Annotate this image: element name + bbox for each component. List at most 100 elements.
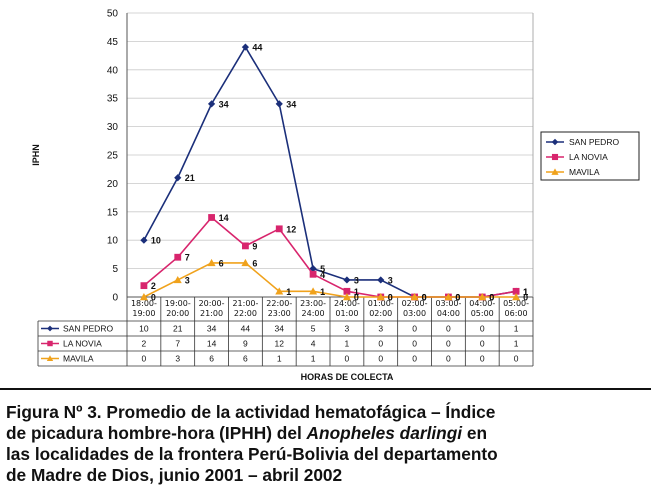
x-axis-title: HORAS DE COLECTA: [301, 372, 394, 382]
table-cell-value: 1: [514, 339, 519, 349]
data-label: 10: [151, 236, 161, 246]
data-label: 3: [354, 275, 359, 285]
table-cell-value: 4: [311, 339, 316, 349]
data-point: [173, 275, 182, 284]
table-cell-value: 6: [209, 354, 214, 364]
table-cell-value: 0: [378, 354, 383, 364]
x-category-label-bottom: 01:00: [335, 309, 358, 318]
data-point: [343, 276, 351, 284]
data-point: [140, 236, 148, 244]
caption-line-2-start: de picadura hombre-hora (IPHH) del: [6, 423, 307, 443]
data-point: [410, 293, 419, 301]
y-tick-label: 20: [107, 179, 119, 190]
x-category-label-bottom: 03:00: [403, 309, 426, 318]
table-cell-value: 0: [142, 354, 147, 364]
data-label: 0: [523, 293, 528, 303]
data-label: 7: [185, 253, 190, 263]
data-label: 6: [219, 258, 224, 268]
legend-label: SAN PEDRO: [569, 137, 619, 147]
data-label: 0: [422, 293, 427, 303]
data-point: [242, 242, 249, 250]
table-cell-value: 34: [207, 324, 217, 334]
chart: 05101520253035404550IPHN18:00-19:0019:00…: [31, 9, 640, 382]
series-line: [143, 216, 517, 298]
data-label: 0: [455, 293, 460, 303]
table-cell-value: 10: [139, 324, 149, 334]
table-cell-value: 12: [275, 339, 285, 349]
x-category-label-bottom: 19:00: [132, 309, 155, 318]
data-point: [342, 293, 351, 301]
x-category-label-bottom: 02:00: [369, 309, 392, 318]
table-cell-value: 1: [345, 339, 350, 349]
table-cell-value: 0: [446, 324, 451, 334]
x-category-label-top: 02:00-: [402, 299, 428, 308]
data-point: [275, 225, 283, 233]
table-cell-value: 0: [446, 354, 451, 364]
table-series-name: LA NOVIA: [63, 339, 102, 349]
x-category-label-top: 21:00-: [232, 299, 258, 308]
data-label: 3: [388, 275, 393, 285]
table-cell-value: 0: [412, 339, 417, 349]
x-category-label-top: 01:00-: [368, 299, 394, 308]
data-point: [512, 293, 521, 301]
data-point: [377, 276, 385, 284]
table-cell-value: 0: [514, 354, 519, 364]
x-category-label-top: 05:00-: [503, 299, 529, 308]
data-label: 1: [523, 287, 528, 297]
x-category-label-top: 04:00-: [469, 299, 495, 308]
y-tick-label: 45: [107, 37, 119, 48]
data-point: [512, 287, 520, 295]
table-cell-value: 3: [378, 324, 383, 334]
legend-marker: [551, 153, 559, 161]
table-cell-value: 1: [277, 354, 282, 364]
data-label: 2: [151, 281, 156, 291]
data-point: [207, 100, 216, 108]
y-tick-label: 15: [107, 207, 119, 218]
table-cell-value: 0: [480, 324, 485, 334]
caption-line-3: las localidades de la frontera Perú-Boli…: [6, 444, 498, 464]
table-cell-value: 0: [412, 354, 417, 364]
data-label: 1: [523, 287, 528, 297]
data-label: 1: [354, 287, 359, 297]
x-category-label-top: 22:00-: [266, 299, 292, 308]
table-cell-value: 5: [311, 324, 316, 334]
table-cell-value: 0: [345, 354, 350, 364]
data-label: 0: [489, 293, 494, 303]
data-label: 12: [286, 224, 296, 234]
table-cell-value: 0: [480, 339, 485, 349]
table-cell-value: 0: [378, 339, 383, 349]
y-tick-label: 50: [107, 9, 119, 20]
data-point: [444, 293, 453, 301]
data-label: 9: [252, 241, 257, 251]
legend-label: MAVILA: [569, 167, 600, 177]
series-line: [143, 45, 517, 298]
data-label: 14: [219, 213, 229, 223]
data-point: [207, 258, 216, 267]
table-key-marker: [47, 325, 53, 332]
table-cell-value: 0: [480, 354, 485, 364]
y-tick-label: 35: [107, 94, 119, 105]
data-point: [140, 282, 148, 290]
data-label: 6: [252, 258, 257, 268]
table-cell-value: 44: [241, 324, 251, 334]
caption-line-2-end: en: [462, 423, 488, 443]
table-cell-value: 2: [142, 339, 147, 349]
y-axis-title: IPHN: [31, 144, 41, 166]
data-point: [478, 293, 487, 301]
x-category-label-top: 20:00-: [199, 299, 225, 308]
x-category-label-bottom: 24:00: [302, 309, 325, 318]
data-label: 3: [185, 275, 190, 285]
x-category-label-top: 23:00-: [300, 299, 326, 308]
figure-caption: Figura Nº 3. Promedio de la actividad he…: [6, 402, 646, 486]
data-label: 1: [320, 287, 325, 297]
series-line: [143, 262, 517, 298]
data-label: 4: [320, 270, 325, 280]
table-cell-value: 0: [412, 324, 417, 334]
data-point: [241, 258, 250, 267]
data-label: 34: [286, 99, 296, 109]
data-point: [208, 214, 215, 221]
data-label: 44: [252, 43, 262, 53]
data-label: 21: [185, 173, 195, 183]
table-cell-value: 14: [207, 339, 217, 349]
table-cell-value: 1: [514, 324, 519, 334]
